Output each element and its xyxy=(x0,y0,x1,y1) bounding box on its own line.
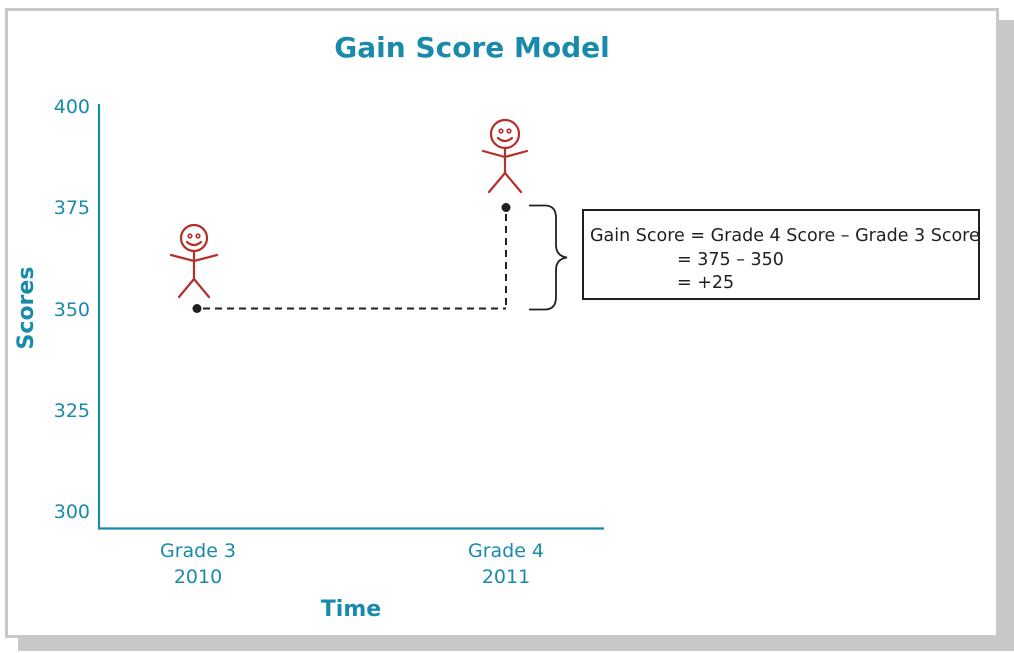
callout-box xyxy=(582,209,980,300)
stick-figure-icon xyxy=(481,118,529,194)
x-tick-grade4: Grade 4 xyxy=(468,540,544,562)
curly-brace xyxy=(529,204,568,311)
y-tick-350: 350 xyxy=(54,299,90,321)
x-axis-label: Time xyxy=(321,597,381,622)
gain-connector xyxy=(203,214,507,310)
axes xyxy=(97,104,604,530)
chart-title: Gain Score Model xyxy=(334,31,609,64)
x-tick-2011: 2011 xyxy=(482,566,530,588)
figure-panel xyxy=(5,8,999,638)
y-tick-375: 375 xyxy=(54,197,90,219)
y-tick-400: 400 xyxy=(54,96,90,118)
y-axis-label: Scores xyxy=(14,267,39,350)
formula-line-2: = 375 – 350 xyxy=(677,250,784,270)
formula-line-3: = +25 xyxy=(677,273,734,293)
x-tick-grade3: Grade 3 xyxy=(160,540,236,562)
data-point-grade3 xyxy=(192,304,202,313)
formula-line-1: Gain Score = Grade 4 Score – Grade 3 Sco… xyxy=(590,226,980,246)
y-tick-300: 300 xyxy=(54,501,90,523)
gain-score-callout: Gain Score = Grade 4 Score – Grade 3 Sco… xyxy=(582,209,980,300)
y-tick-325: 325 xyxy=(54,400,90,422)
stick-figure-icon xyxy=(169,223,219,299)
x-tick-2010: 2010 xyxy=(174,566,222,588)
data-point-grade4 xyxy=(501,203,511,212)
